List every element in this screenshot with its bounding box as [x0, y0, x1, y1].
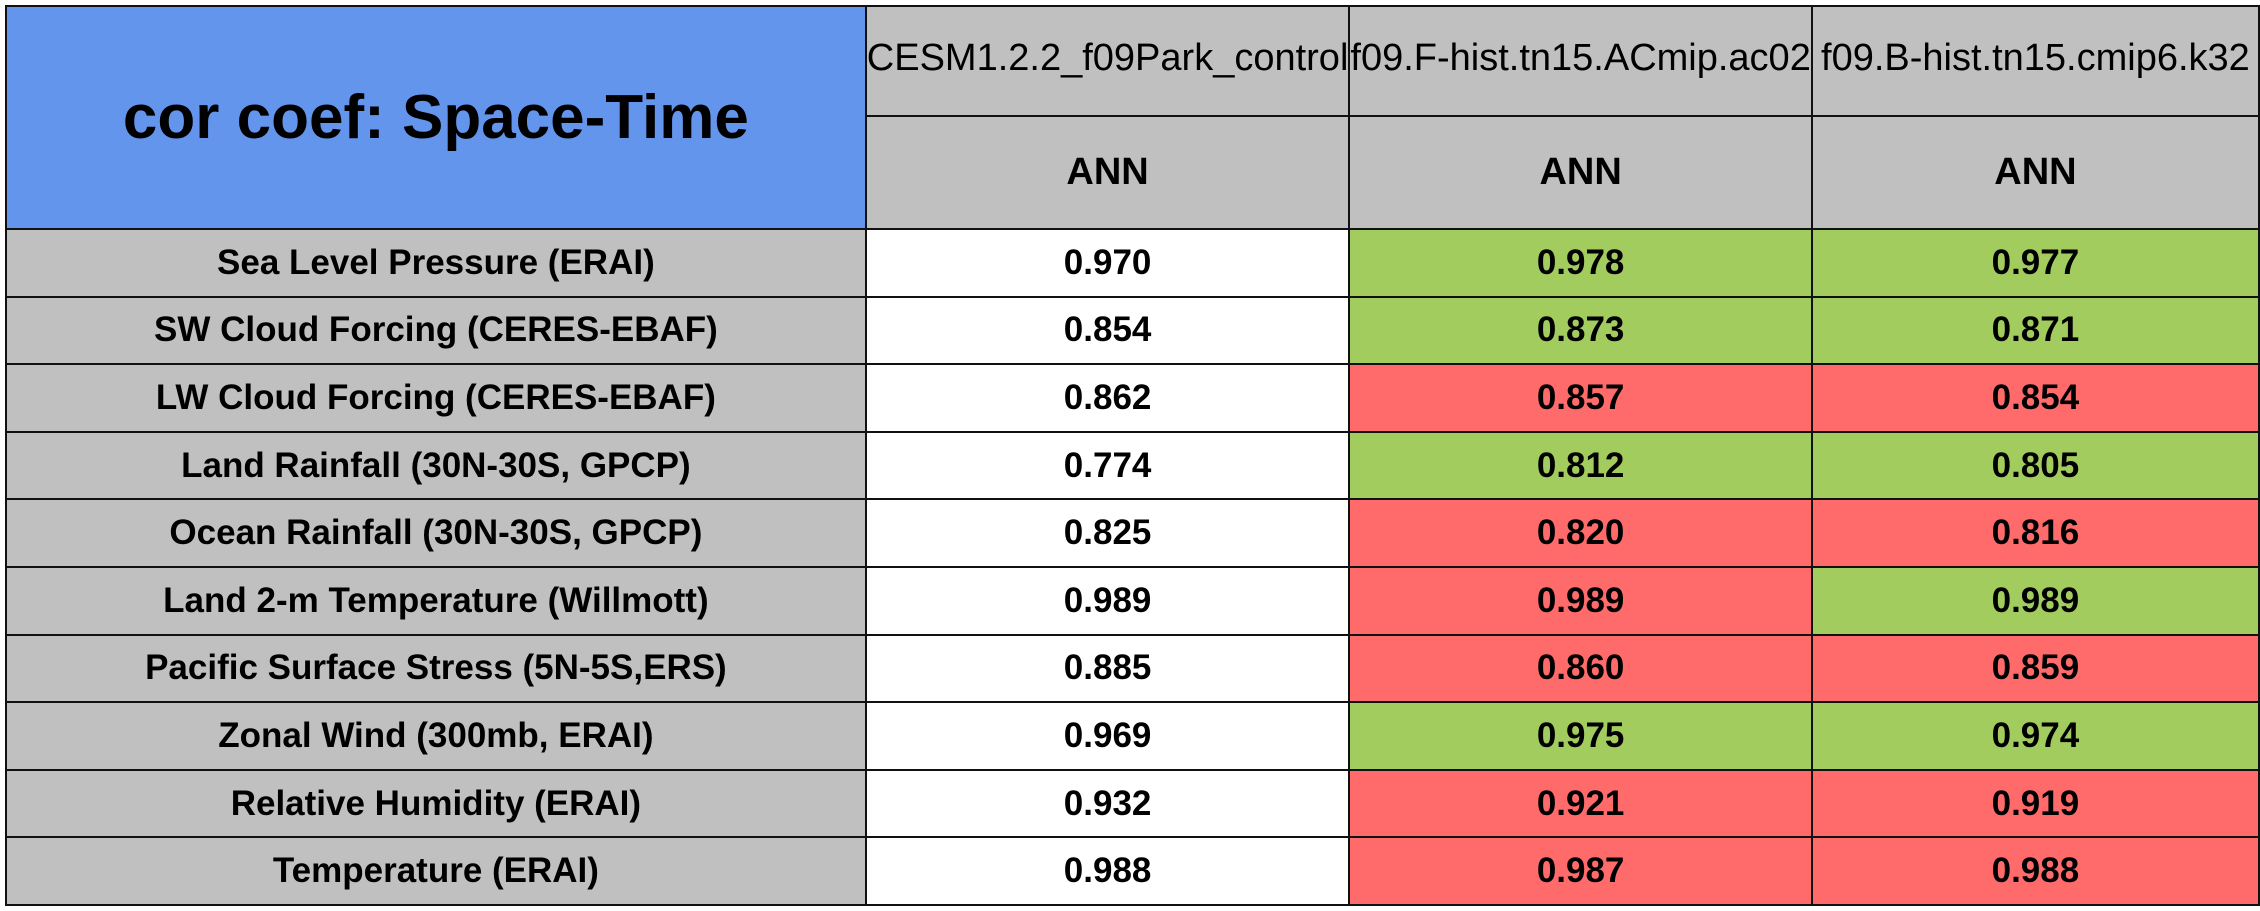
variable-label: Zonal Wind (300mb, ERAI): [5, 701, 867, 771]
value-cell: 0.854: [864, 295, 1351, 366]
value-cell: 0.987: [1348, 836, 1813, 906]
value-cell: 0.816: [1810, 498, 2260, 568]
table-row: Sea Level Pressure (ERAI) 0.970 0.978 0.977: [5, 228, 2260, 298]
variable-label: Sea Level Pressure (ERAI): [5, 228, 867, 298]
table-row: LW Cloud Forcing (CERES-EBAF) 0.862 0.857 0…: [5, 363, 2260, 433]
variable-label: LW Cloud Forcing (CERES-EBAF): [5, 363, 867, 433]
value-cell: 0.970: [864, 228, 1351, 298]
table-row: Relative Humidity (ERAI) 0.932 0.921 0.919: [5, 768, 2260, 839]
column-header-season-1: ANN: [864, 115, 1351, 230]
table-row: Land Rainfall (30N-30S, GPCP) 0.774 0.812 0…: [5, 430, 2260, 501]
value-cell: 0.805: [1810, 430, 2260, 501]
column-header-season-2: ANN: [1348, 115, 1813, 230]
table-row: Land 2-m Temperature (Willmott) 0.989 0.98…: [5, 565, 2260, 636]
value-cell: 0.857: [1348, 363, 1813, 433]
value-cell: 0.989: [1810, 565, 2260, 636]
case-name-1: CESM1.2.2_f09Park_control: [866, 37, 1349, 79]
table-body: Sea Level Pressure (ERAI) 0.970 0.978 0.977…: [5, 228, 2260, 906]
value-cell: 0.860: [1348, 633, 1813, 704]
value-cell: 0.974: [1810, 701, 2260, 771]
value-cell: 0.975: [1348, 701, 1813, 771]
value-cell: 0.859: [1810, 633, 2260, 704]
value-cell: 0.873: [1348, 295, 1813, 366]
value-cell: 0.774: [864, 430, 1351, 501]
data-table: cor coef: Space-Time CESM1.2.2_f09Park_c…: [5, 5, 2260, 906]
table-row: Temperature (ERAI) 0.988 0.987 0.988: [5, 836, 2260, 906]
case-name-3: f09.B-hist.tn15.cmip6.k32: [1821, 37, 2250, 79]
value-cell: 0.921: [1348, 768, 1813, 839]
value-cell: 0.871: [1810, 295, 2260, 366]
column-header-case-2: f09.F-hist.tn15.ACmip.ac02: [1348, 5, 1813, 117]
column-header-season-3: ANN: [1810, 115, 2260, 230]
value-cell: 0.932: [864, 768, 1351, 839]
variable-label: SW Cloud Forcing (CERES-EBAF): [5, 295, 867, 366]
value-cell: 0.989: [1348, 565, 1813, 636]
variable-label: Land Rainfall (30N-30S, GPCP): [5, 430, 867, 501]
value-cell: 0.820: [1348, 498, 1813, 568]
value-cell: 0.919: [1810, 768, 2260, 839]
cor-coef-table: cor coef: Space-Time CESM1.2.2_f09Park_c…: [5, 5, 2260, 906]
value-cell: 0.977: [1810, 228, 2260, 298]
variable-label: Ocean Rainfall (30N-30S, GPCP): [5, 498, 867, 568]
value-cell: 0.969: [864, 701, 1351, 771]
table-title: cor coef: Space-Time: [5, 5, 867, 230]
value-cell: 0.978: [1348, 228, 1813, 298]
case-name-2: f09.F-hist.tn15.ACmip.ac02: [1350, 37, 1811, 79]
value-cell: 0.812: [1348, 430, 1813, 501]
value-cell: 0.885: [864, 633, 1351, 704]
value-cell: 0.854: [1810, 363, 2260, 433]
value-cell: 0.989: [864, 565, 1351, 636]
table-row: Pacific Surface Stress (5N-5S,ERS) 0.885 0…: [5, 633, 2260, 704]
variable-label: Land 2-m Temperature (Willmott): [5, 565, 867, 636]
value-cell: 0.862: [864, 363, 1351, 433]
variable-label: Relative Humidity (ERAI): [5, 768, 867, 839]
table-row: Ocean Rainfall (30N-30S, GPCP) 0.825 0.820…: [5, 498, 2260, 568]
column-header-case-3: f09.B-hist.tn15.cmip6.k32: [1810, 5, 2260, 117]
variable-label: Temperature (ERAI): [5, 836, 867, 906]
column-header-case-1: CESM1.2.2_f09Park_control: [864, 5, 1351, 117]
table-row: Zonal Wind (300mb, ERAI) 0.969 0.975 0.974: [5, 701, 2260, 771]
value-cell: 0.988: [1810, 836, 2260, 906]
value-cell: 0.988: [864, 836, 1351, 906]
value-cell: 0.825: [864, 498, 1351, 568]
variable-label: Pacific Surface Stress (5N-5S,ERS): [5, 633, 867, 704]
table-row: SW Cloud Forcing (CERES-EBAF) 0.854 0.873 0…: [5, 295, 2260, 366]
